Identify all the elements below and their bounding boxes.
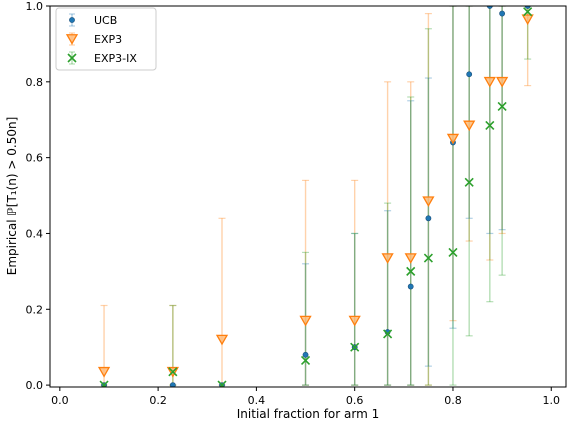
data-point: [217, 380, 227, 387]
y-tick-label: 0.6: [26, 152, 44, 165]
marker-stroke: [485, 120, 495, 130]
data-point: [448, 247, 458, 257]
data-point: [483, 76, 496, 88]
marker-stroke: [448, 247, 458, 257]
marker-stroke: [406, 266, 416, 276]
y-axis-label: Empirical ℙ[T₁(n) > 0.50n]: [5, 117, 19, 275]
marker-stroke: [300, 355, 311, 366]
series-exp3-ix: [99, 7, 533, 387]
marker-stroke: [218, 380, 227, 387]
data-point: [302, 351, 309, 358]
data-point: [383, 329, 393, 339]
data-point: [524, 6, 531, 9]
error-bars-exp3-ix: [169, 6, 532, 386]
x-tick-label: 0.2: [149, 394, 167, 407]
data-point: [422, 196, 435, 208]
data-point: [407, 283, 414, 290]
marker-stroke: [497, 101, 507, 112]
y-tick-label: 1.0: [26, 0, 44, 13]
legend-label: EXP3-IX: [94, 52, 137, 65]
marker-stroke: [383, 329, 393, 339]
marker-stroke: [101, 380, 109, 387]
data-point: [464, 177, 474, 187]
data-point: [485, 120, 495, 130]
plot-area: [97, 6, 534, 387]
x-tick-label: 0.4: [248, 394, 266, 407]
error-bars-exp3: [100, 6, 532, 386]
data-point: [406, 266, 416, 276]
marker-stroke: [168, 367, 178, 377]
data-point: [486, 6, 493, 9]
data-point: [466, 71, 473, 78]
data-point: [381, 253, 394, 264]
legend-box: [55, 7, 157, 71]
data-point: [299, 315, 312, 327]
y-tick-label: 0.4: [26, 227, 44, 240]
data-point: [99, 380, 109, 387]
data-point: [499, 10, 506, 17]
y-axis: 0.0 0.2 0.4 0.6 0.8 1.0: [26, 0, 50, 392]
marker-stroke: [67, 53, 77, 63]
data-point: [169, 382, 176, 387]
y-tick-label: 0.0: [26, 379, 44, 392]
marker-stroke: [464, 177, 474, 187]
x-tick-label: 0.0: [51, 394, 69, 407]
legend-marker: [65, 34, 79, 45]
x-axis: 0.0 0.2 0.4 0.6 0.8 1.0: [51, 387, 560, 407]
axes-frame: [49, 5, 567, 388]
data-point: [404, 253, 417, 264]
data-point: [350, 342, 360, 352]
data-point: [423, 253, 433, 263]
legend-label: EXP3: [94, 33, 122, 46]
data-point: [300, 355, 311, 366]
data-point: [168, 367, 178, 377]
legend-marker: [67, 53, 77, 63]
marker-stroke: [423, 253, 433, 263]
series-exp3: [97, 14, 534, 378]
marker-stroke: [523, 7, 533, 17]
legend: UCB EXP3 EXP3-IX: [55, 7, 157, 71]
data-point: [523, 7, 533, 17]
x-axis-label: Initial fraction for arm 1: [237, 407, 379, 421]
legend-label: UCB: [94, 14, 117, 27]
series-ucb: [101, 6, 531, 387]
marker-stroke: [350, 342, 360, 352]
data-point: [97, 366, 111, 378]
data-point: [495, 76, 509, 88]
x-tick-label: 0.6: [346, 394, 364, 407]
y-tick-label: 0.8: [26, 76, 44, 89]
data-point: [463, 120, 476, 132]
x-tick-label: 1.0: [543, 394, 561, 407]
data-point: [348, 315, 361, 327]
data-point: [425, 215, 432, 222]
y-tick-label: 0.2: [26, 303, 44, 316]
data-point: [521, 14, 534, 26]
x-tick-label: 0.8: [444, 394, 462, 407]
legend-marker: [69, 17, 75, 23]
data-point: [497, 101, 507, 112]
data-point: [446, 133, 460, 145]
data-point: [215, 334, 229, 346]
error-bars-ucb: [302, 6, 506, 386]
